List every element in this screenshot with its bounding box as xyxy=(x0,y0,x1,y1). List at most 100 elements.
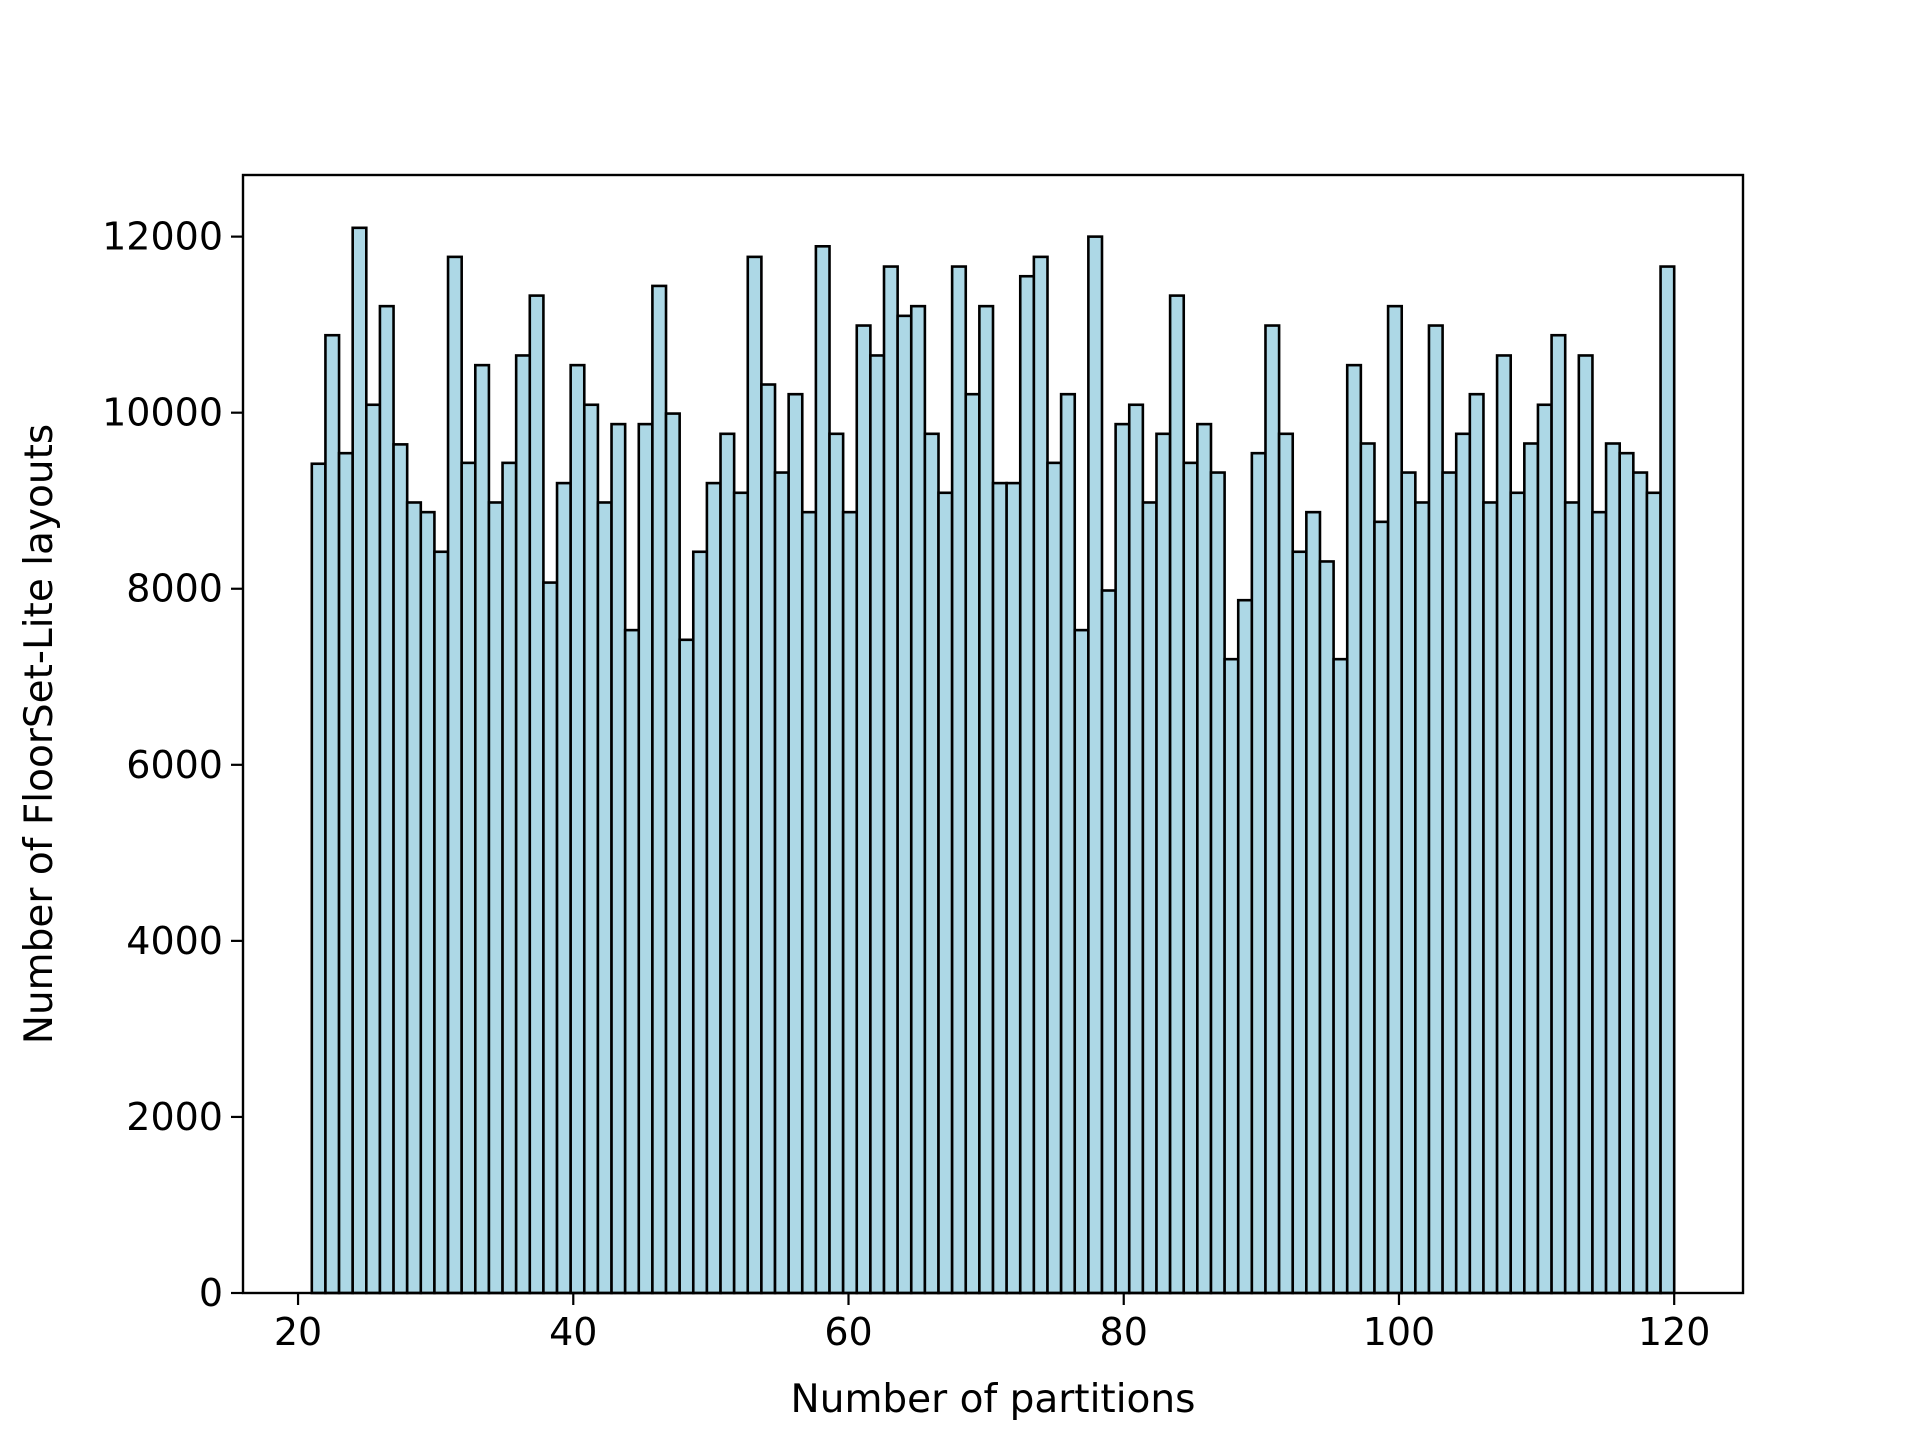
histogram-bar xyxy=(1523,442,1540,1295)
histogram-bar xyxy=(582,403,600,1295)
histogram-bar xyxy=(664,412,681,1295)
histogram-bar xyxy=(978,304,995,1295)
histogram-bar xyxy=(719,432,736,1295)
histogram-bar xyxy=(1141,501,1158,1295)
histogram-bar xyxy=(324,333,341,1295)
histogram-bar xyxy=(950,265,968,1295)
histogram-bar xyxy=(1332,657,1349,1295)
histogram-bar xyxy=(869,354,886,1295)
histogram-bar xyxy=(610,422,627,1295)
x-axis-label: Number of partitions xyxy=(791,1377,1196,1422)
histogram-bar xyxy=(1659,265,1676,1295)
histogram-bar xyxy=(1018,274,1036,1295)
axes-frame xyxy=(241,173,1745,1295)
histogram-bar xyxy=(365,403,382,1295)
y-tick-label: 4000 xyxy=(126,919,223,963)
x-axis-ticks: 20 40 60 80 100 120 xyxy=(274,1293,1711,1354)
y-tick-label: 12000 xyxy=(102,215,223,259)
histogram-bar xyxy=(1536,403,1553,1295)
histogram-bar xyxy=(446,255,463,1295)
histogram-bar xyxy=(1209,471,1226,1295)
histogram-bar xyxy=(923,432,940,1295)
histogram-bar xyxy=(528,294,545,1295)
histogram-bar xyxy=(1345,363,1363,1295)
histogram-bar xyxy=(569,363,586,1295)
y-tick-label: 8000 xyxy=(126,567,223,611)
histogram-bar xyxy=(1563,501,1581,1295)
histogram-bar xyxy=(1032,255,1049,1295)
histogram-bar xyxy=(909,304,927,1295)
histogram-bar xyxy=(1550,333,1567,1295)
histogram-bar xyxy=(310,462,327,1295)
histogram-bar xyxy=(1591,510,1608,1295)
histogram-bar xyxy=(378,304,395,1295)
histogram-bar xyxy=(623,628,641,1295)
histogram-bar xyxy=(351,226,368,1295)
histogram-bar xyxy=(1059,392,1077,1295)
histogram-bar xyxy=(1250,451,1267,1295)
histogram-bar xyxy=(800,510,818,1295)
histogram-bar xyxy=(405,501,423,1295)
histogram-bar xyxy=(1291,550,1308,1295)
histogram-bar xyxy=(1441,471,1458,1295)
histogram-bar xyxy=(1182,461,1199,1295)
histogram-bar xyxy=(1264,324,1281,1295)
histogram-bar xyxy=(678,638,695,1295)
histogram-bar xyxy=(514,354,532,1295)
histogram-bar xyxy=(337,451,354,1295)
histogram-bar xyxy=(1454,432,1472,1295)
histogram-bar xyxy=(1318,560,1335,1295)
histogram-bar xyxy=(1632,471,1649,1295)
x-tick-label: 100 xyxy=(1363,1310,1436,1354)
histogram-bar xyxy=(787,392,804,1295)
y-axis-ticks: 0 2000 4000 6000 8000 10000 12000 xyxy=(102,215,243,1315)
histogram-bar xyxy=(1645,491,1662,1295)
histogram-bar xyxy=(596,501,613,1295)
histogram-bar xyxy=(1305,510,1322,1295)
histogram-bar xyxy=(964,392,981,1295)
y-tick-label: 6000 xyxy=(126,743,223,787)
y-tick-label: 0 xyxy=(199,1271,223,1315)
histogram-bar xyxy=(828,432,845,1295)
histogram-bar xyxy=(705,481,722,1295)
histogram-bar xyxy=(433,550,450,1295)
histogram-bar xyxy=(746,255,763,1295)
x-tick-label: 80 xyxy=(1100,1310,1148,1354)
histogram-bar xyxy=(1495,354,1513,1295)
histogram-bar xyxy=(855,324,872,1295)
histogram-bar xyxy=(1618,451,1635,1295)
histogram-bar xyxy=(1127,403,1145,1295)
histogram-bar xyxy=(691,550,709,1295)
y-tick-label: 10000 xyxy=(102,391,223,435)
histogram-bar xyxy=(1577,354,1594,1295)
histogram-bar xyxy=(1359,442,1376,1295)
histogram-bar xyxy=(1427,324,1444,1295)
histogram-bar xyxy=(760,383,777,1295)
x-tick-label: 120 xyxy=(1638,1310,1711,1354)
y-axis-label: Number of FloorSet-Lite layouts xyxy=(17,424,62,1044)
histogram-bar xyxy=(896,314,913,1295)
histogram-bar xyxy=(542,581,559,1295)
histogram-bar xyxy=(1482,501,1499,1295)
histogram-bar xyxy=(473,363,491,1295)
histogram-bar xyxy=(1277,432,1295,1295)
histogram-bar xyxy=(1373,520,1390,1295)
histogram-bar xyxy=(1223,657,1240,1295)
histogram-bar xyxy=(460,461,477,1295)
histogram-bar xyxy=(882,265,899,1295)
histogram-bar xyxy=(937,491,954,1295)
histogram-bar xyxy=(1046,461,1063,1295)
histogram-bar xyxy=(1005,481,1022,1295)
histogram-bar xyxy=(991,481,1008,1295)
histogram-bar xyxy=(841,510,859,1295)
histogram-bar xyxy=(1468,392,1485,1295)
histogram-bar xyxy=(487,501,504,1295)
x-tick-label: 20 xyxy=(274,1310,322,1354)
histogram-bar xyxy=(1386,304,1404,1295)
x-tick-label: 40 xyxy=(549,1310,597,1354)
histogram-bar xyxy=(419,510,436,1295)
histogram-bar xyxy=(1236,598,1254,1295)
histogram-bar xyxy=(555,481,572,1295)
histogram-bar xyxy=(1604,442,1621,1295)
